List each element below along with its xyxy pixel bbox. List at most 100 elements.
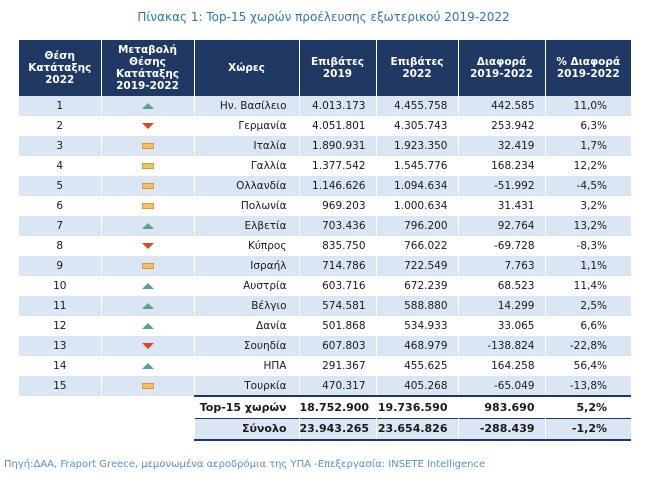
table-row: 12 Δανία 501.868 534.933 33.065 6,6%: [19, 316, 631, 336]
passengers-2019-cell: 1.377.542: [299, 156, 377, 176]
header-rank-change: Μεταβολή Θέσης Κατάταξης 2019-2022: [101, 40, 195, 96]
header-line: 2019-2022: [116, 80, 179, 92]
passengers-2022-cell: 455.625: [376, 356, 459, 376]
country-cell: Κύπρος: [194, 236, 300, 256]
passengers-2022-cell: 468.979: [376, 336, 459, 356]
rank-cell: 13: [19, 336, 102, 356]
table-row: 6 Πολωνία 969.203 1.000.634 31.431 3,2%: [19, 196, 631, 216]
table-row: 5 Ολλανδία 1.146.626 1.094.634 -51.992 -4,5%: [19, 176, 631, 196]
header-line: 2019-2022: [470, 68, 533, 80]
pct-difference-cell: 3,2%: [545, 196, 631, 216]
triangle-up-icon: [141, 283, 154, 289]
difference-cell: 253.942: [458, 116, 546, 136]
country-cell: Ισραήλ: [194, 256, 300, 276]
rank-change-cell: [101, 376, 195, 396]
triangle-up-icon: [141, 363, 154, 369]
top15-countries-table: Θέση Κατάταξης 2022 Μεταβολή Θέσης Κατάταξης…: [19, 40, 631, 441]
rank-change-cell: [101, 216, 195, 236]
dash-icon: [141, 143, 154, 149]
total-label: Σύνολο: [194, 417, 300, 441]
passengers-2019-cell: 501.868: [299, 316, 377, 336]
rank-change-cell: [101, 156, 195, 176]
rank-cell: 7: [19, 216, 102, 236]
rank-change-cell: [101, 116, 195, 136]
country-cell: Αυστρία: [194, 276, 300, 296]
country-cell: Γαλλία: [194, 156, 300, 176]
passengers-2022-cell: 766.022: [376, 236, 459, 256]
country-cell: Ολλανδία: [194, 176, 300, 196]
header-line: 2022: [402, 68, 432, 80]
difference-cell: 32.419: [458, 136, 546, 156]
passengers-2019-cell: 4.051.801: [299, 116, 377, 136]
rank-change-cell: [101, 96, 195, 116]
total-passengers-2019: 18.752.900: [299, 395, 377, 418]
passengers-2022-cell: 534.933: [376, 316, 459, 336]
pct-difference-cell: 6,3%: [545, 116, 631, 136]
header-difference: Διαφορά 2019-2022: [458, 40, 546, 96]
total-difference: 983.690: [458, 395, 546, 418]
pct-difference-cell: 11,0%: [545, 96, 631, 116]
table-row: 4 Γαλλία 1.377.542 1.545.776 168.234 12,2%: [19, 156, 631, 176]
total-passengers-2022: 19.736.590: [376, 395, 459, 418]
header-row: Θέση Κατάταξης 2022 Μεταβολή Θέσης Κατάταξης…: [19, 40, 631, 96]
rank-change-cell: [101, 296, 195, 316]
table-row: 10 Αυστρία 603.716 672.239 68.523 11,4%: [19, 276, 631, 296]
country-cell: Γερμανία: [194, 116, 300, 136]
table-row: 13 Σουηδία 607.803 468.979 -138.824 -22,8%: [19, 336, 631, 356]
header-line: 2022: [45, 74, 75, 86]
total-passengers-2019: 23.943.265: [299, 417, 377, 441]
difference-cell: -51.992: [458, 176, 546, 196]
table-body: 1 Ην. Βασίλειο 4.013.173 4.455.758 442.585 11…: [19, 96, 631, 441]
passengers-2019-cell: 1.146.626: [299, 176, 377, 196]
difference-cell: 168.234: [458, 156, 546, 176]
country-cell: Ελβετία: [194, 216, 300, 236]
total-pct-difference: -1,2%: [545, 417, 631, 441]
rank-cell: 1: [19, 96, 102, 116]
rank-change-cell: [101, 336, 195, 356]
passengers-2019-cell: 574.581: [299, 296, 377, 316]
grand-total-row: Σύνολο 23.943.265 23.654.826 -288.439 -1,2%: [19, 417, 631, 441]
pct-difference-cell: 12,2%: [545, 156, 631, 176]
triangle-up-icon: [141, 323, 154, 329]
passengers-2022-cell: 1.094.634: [376, 176, 459, 196]
passengers-2019-cell: 4.013.173: [299, 96, 377, 116]
dash-icon: [141, 383, 154, 389]
dash-icon: [141, 163, 154, 169]
empty-cell: [101, 396, 195, 418]
passengers-2019-cell: 835.750: [299, 236, 377, 256]
empty-cell: [101, 418, 195, 440]
header-line: 2019-2022: [556, 68, 620, 80]
header-passengers-2019: Επιβάτες 2019: [299, 40, 377, 96]
rank-cell: 14: [19, 356, 102, 376]
triangle-up-icon: [141, 223, 154, 229]
rank-cell: 4: [19, 156, 102, 176]
passengers-2019-cell: 603.716: [299, 276, 377, 296]
rank-cell: 3: [19, 136, 102, 156]
triangle-up-icon: [141, 303, 154, 309]
pct-difference-cell: -4,5%: [545, 176, 631, 196]
header-line: % Διαφορά: [556, 56, 621, 68]
source-note: Πηγή:ΔΑΑ, Fraport Greece, μεμονωμένα αερ…: [4, 459, 486, 470]
passengers-2022-cell: 796.200: [376, 216, 459, 236]
table-row: 15 Τουρκία 470.317 405.268 -65.049 -13,8%: [19, 376, 631, 396]
passengers-2022-cell: 722.549: [376, 256, 459, 276]
rank-cell: 6: [19, 196, 102, 216]
table-row: 3 Ιταλία 1.890.931 1.923.350 32.419 1,7%: [19, 136, 631, 156]
rank-cell: 11: [19, 296, 102, 316]
country-cell: Δανία: [194, 316, 300, 336]
header-line: Κατάταξης: [28, 62, 92, 74]
pct-difference-cell: -8,3%: [545, 236, 631, 256]
passengers-2019-cell: 470.317: [299, 376, 377, 396]
difference-cell: 442.585: [458, 96, 546, 116]
country-cell: ΗΠΑ: [194, 356, 300, 376]
country-cell: Σουηδία: [194, 336, 300, 356]
rank-change-cell: [101, 236, 195, 256]
dash-icon: [141, 203, 154, 209]
empty-cell: [19, 418, 102, 440]
header-passengers-2022: Επιβάτες 2022: [376, 40, 459, 96]
header-line: Μεταβολή: [117, 44, 178, 56]
header-pct-difference: % Διαφορά 2019-2022: [545, 40, 631, 96]
header-line: Θέση: [44, 50, 75, 62]
passengers-2019-cell: 291.367: [299, 356, 377, 376]
difference-cell: 68.523: [458, 276, 546, 296]
